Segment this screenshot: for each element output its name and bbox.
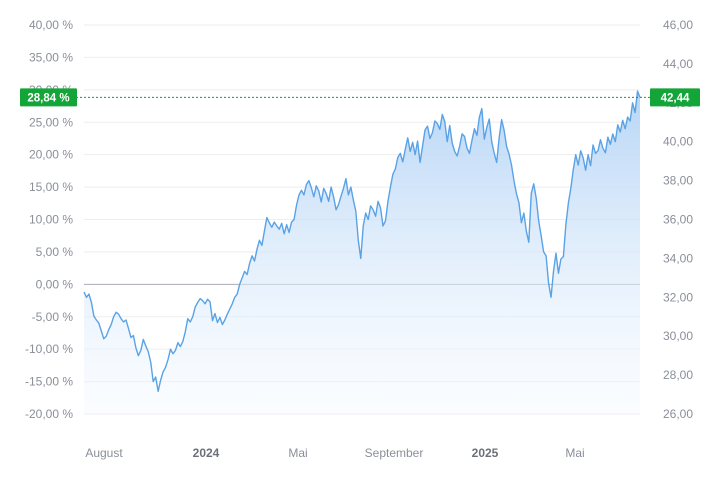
right-tick-label: 36,00: [663, 213, 693, 227]
current-percent-badge: 28,84 %: [20, 88, 77, 107]
current-percent-badge-bg: [20, 88, 77, 107]
left-tick-label: 5,00 %: [36, 245, 74, 259]
left-tick-label: -10,00 %: [25, 342, 73, 356]
price-line-layer: [83, 90, 641, 393]
left-tick-label: 15,00 %: [29, 180, 73, 194]
x-tick-label: September: [365, 446, 424, 460]
right-tick-label: 26,00: [663, 407, 693, 421]
left-tick-label: 35,00 %: [29, 50, 73, 64]
right-tick-label: 44,00: [663, 57, 693, 71]
current-price-label: 42,44: [661, 92, 690, 104]
current-percent-label: 28,84 %: [27, 92, 69, 104]
left-tick-label: 25,00 %: [29, 115, 73, 129]
right-tick-label: 38,00: [663, 174, 693, 188]
right-tick-label: 40,00: [663, 135, 693, 149]
x-axis-ticks: August 2024 Mai September 2025 Mai: [85, 446, 584, 460]
current-value-marker: 28,84 % 42,44: [20, 88, 700, 107]
left-tick-label: 10,00 %: [29, 213, 73, 227]
right-tick-label: 34,00: [663, 251, 693, 265]
left-axis-ticks: 40,00 %35,00 %30,00 %25,00 %20,00 %15,00…: [25, 18, 73, 421]
left-tick-label: -5,00 %: [32, 310, 74, 324]
right-tick-label: 30,00: [663, 329, 693, 343]
current-price-badge-bg: [650, 88, 700, 107]
price-area: [84, 91, 640, 414]
area-fill-layer: [84, 91, 640, 414]
left-tick-label: -20,00 %: [25, 407, 73, 421]
x-tick-label: 2024: [193, 446, 220, 460]
price-line: [83, 90, 641, 393]
left-tick-label: 0,00 %: [36, 277, 74, 291]
left-tick-label: 40,00 %: [29, 18, 73, 32]
x-tick-label: August: [85, 446, 123, 460]
left-tick-label: 20,00 %: [29, 148, 73, 162]
x-tick-label: Mai: [288, 446, 307, 460]
x-tick-label: 2025: [472, 446, 499, 460]
left-tick-label: -15,00 %: [25, 375, 73, 389]
right-tick-label: 32,00: [663, 290, 693, 304]
right-axis-ticks: 46,0044,0042,0040,0038,0036,0034,0032,00…: [663, 18, 693, 421]
current-price-badge: 42,44: [650, 88, 700, 107]
right-tick-label: 28,00: [663, 368, 693, 382]
x-tick-label: Mai: [565, 446, 584, 460]
right-tick-label: 46,00: [663, 18, 693, 32]
